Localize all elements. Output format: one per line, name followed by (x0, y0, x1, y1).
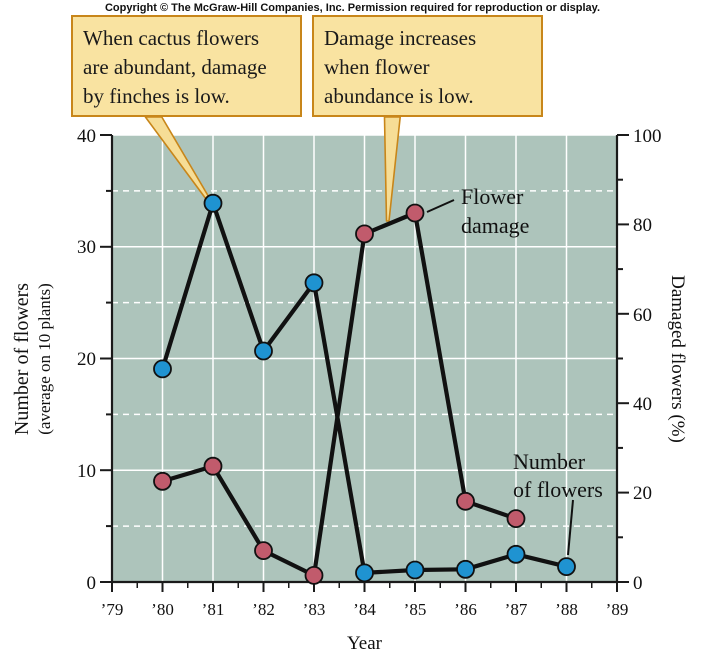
svg-text:100: 100 (633, 126, 662, 147)
svg-text:’83: ’83 (303, 600, 326, 619)
svg-text:80: 80 (633, 215, 652, 236)
svg-text:’86: ’86 (454, 600, 477, 619)
svg-text:Damaged flowers (%): Damaged flowers (%) (667, 275, 688, 443)
svg-text:60: 60 (633, 305, 652, 326)
svg-text:’88: ’88 (555, 600, 578, 619)
svg-text:40: 40 (77, 126, 96, 147)
svg-text:20: 20 (633, 483, 652, 504)
svg-text:Number of flowers: Number of flowers (11, 283, 33, 435)
svg-text:damage: damage (461, 213, 529, 238)
svg-text:10: 10 (77, 461, 96, 482)
svg-text:0: 0 (633, 573, 643, 594)
svg-text:’80: ’80 (151, 600, 174, 619)
svg-text:30: 30 (77, 237, 96, 258)
svg-text:0: 0 (87, 573, 97, 594)
svg-text:Year: Year (347, 633, 383, 654)
svg-text:’87: ’87 (505, 600, 528, 619)
svg-text:’84: ’84 (353, 600, 376, 619)
svg-text:of flowers: of flowers (513, 477, 603, 502)
svg-text:Number: Number (513, 449, 586, 474)
svg-text:20: 20 (77, 349, 96, 370)
svg-text:40: 40 (633, 394, 652, 415)
svg-text:(average on 10 plants): (average on 10 plants) (35, 283, 54, 435)
svg-text:’79: ’79 (101, 600, 124, 619)
svg-text:’85: ’85 (404, 600, 427, 619)
svg-text:’81: ’81 (202, 600, 225, 619)
svg-text:Flower: Flower (461, 184, 524, 209)
svg-text:’82: ’82 (252, 600, 275, 619)
svg-text:’89: ’89 (606, 600, 629, 619)
